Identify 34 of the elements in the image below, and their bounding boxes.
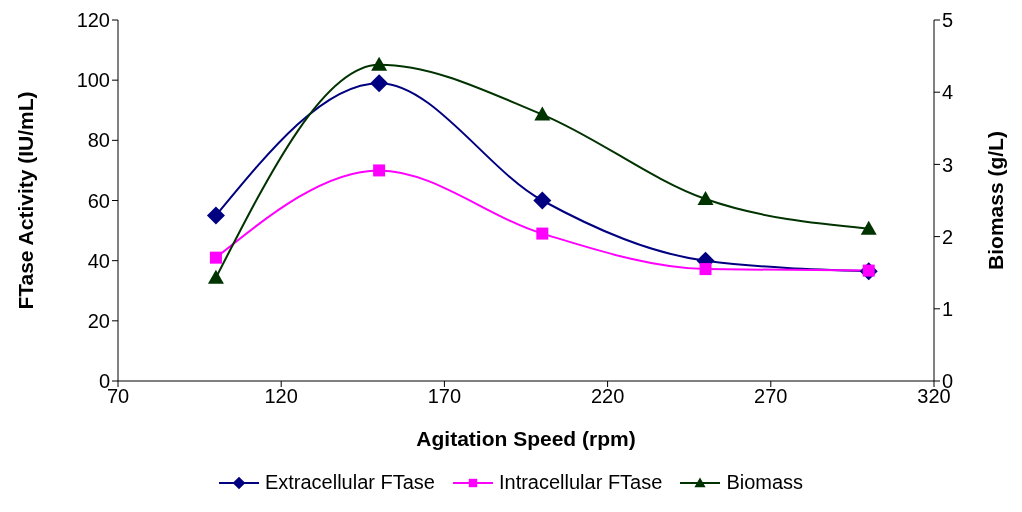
point (697, 191, 714, 206)
y-tick-label: 100 (76, 69, 110, 92)
x-tick-label: 270 (754, 385, 788, 408)
legend-label: Extracellular FTase (264, 471, 435, 494)
y-axis-title: FTase Activity (IU/mL) (14, 91, 38, 310)
y2-axis-title: Biomass (g/L) (984, 131, 1008, 270)
y2-tick-label: 5 (942, 9, 954, 32)
x-tick-label: 120 (264, 385, 298, 408)
point (206, 206, 225, 225)
y-tick-label: 60 (87, 189, 110, 212)
point (373, 164, 386, 177)
point (536, 227, 549, 240)
y-tick-label: 40 (87, 249, 110, 272)
y2-tick-label: 4 (942, 81, 954, 104)
y-tick-label: 0 (98, 370, 110, 393)
point (699, 263, 712, 276)
legend-label: Intracellular FTase (498, 471, 663, 494)
x-tick-label: 170 (427, 385, 462, 408)
point (533, 191, 552, 210)
point (860, 220, 877, 235)
x-axis-title: Agitation Speed (rpm) (416, 427, 636, 450)
y2-tick-label: 1 (942, 297, 954, 320)
point (207, 269, 224, 284)
y-tick-label: 80 (87, 129, 110, 152)
y2-tick-label: 2 (942, 225, 954, 248)
y-tick-label: 20 (87, 309, 110, 332)
point (370, 74, 389, 93)
legend-label: Biomass (726, 471, 804, 494)
point (534, 106, 551, 121)
point (209, 251, 222, 264)
y2-tick-label: 3 (942, 153, 954, 176)
y-tick-label: 120 (76, 9, 110, 32)
x-tick-label: 220 (590, 385, 625, 408)
point (371, 56, 388, 71)
